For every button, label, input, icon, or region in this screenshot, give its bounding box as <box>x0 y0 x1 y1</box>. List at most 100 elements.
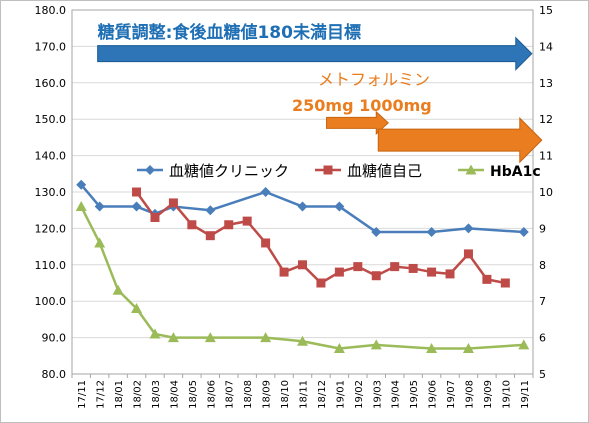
hba1c-point <box>112 284 124 295</box>
carb-control-arrow <box>97 36 533 71</box>
clinic-glucose-point <box>76 179 87 190</box>
y-right-tick-label: 15 <box>539 4 553 17</box>
self-glucose-point <box>224 220 234 230</box>
self-glucose-point <box>316 278 326 288</box>
y-left-tick-label: 130.0 <box>35 186 67 199</box>
hba1c-point <box>518 339 530 350</box>
self-glucose-point <box>132 187 142 197</box>
hba1c-point <box>131 302 143 313</box>
x-tick-label: 18/10 <box>280 380 291 409</box>
hba1c-point <box>333 343 345 354</box>
clinic-glucose-point <box>131 201 142 212</box>
y-right-tick-label: 9 <box>539 222 546 235</box>
legend-label-hba1c: HbA1c <box>490 164 541 180</box>
x-tick-label: 18/11 <box>299 380 310 409</box>
y-left-tick-label: 80.0 <box>42 368 67 381</box>
x-tick-label: 19/05 <box>409 380 420 409</box>
clinic-glucose-point <box>518 227 529 238</box>
x-tick-label: 19/01 <box>335 380 346 409</box>
carb-control-annotation: 糖質調整:食後血糖値180未満目標 <box>98 22 361 43</box>
self-glucose-point <box>427 267 437 277</box>
hba1c-point <box>426 343 438 354</box>
legend-marker-hba1c <box>465 164 477 175</box>
hba1c-point <box>462 343 474 354</box>
y-right-tick-label: 6 <box>539 332 546 345</box>
y-right-tick-label: 8 <box>539 259 546 272</box>
x-tick-label: 17/11 <box>77 380 88 409</box>
hba1c-point <box>297 335 308 346</box>
x-tick-label: 19/06 <box>428 380 439 409</box>
y-left-tick-label: 140.0 <box>35 150 67 163</box>
plot-area-frame <box>71 9 534 375</box>
x-tick-label: 19/08 <box>464 380 475 409</box>
clinic-glucose-point <box>463 223 474 234</box>
legend-marker-clinic-glucose <box>145 165 155 175</box>
x-tick-label: 18/04 <box>169 380 180 409</box>
y-left-tick-label: 100.0 <box>35 295 67 308</box>
x-tick-label: 19/11 <box>520 380 531 409</box>
y-left-tick-label: 150.0 <box>35 113 67 126</box>
self-glucose-point <box>482 274 492 284</box>
self-glucose-point <box>242 216 252 226</box>
hba1c-point <box>204 332 216 343</box>
x-tick-label: 19/04 <box>391 380 402 409</box>
x-tick-label: 18/06 <box>206 380 217 409</box>
y-right-tick-label: 10 <box>539 186 553 199</box>
self-glucose-point <box>298 260 307 270</box>
x-tick-label: 18/02 <box>133 380 144 409</box>
y-right-tick-label: 14 <box>539 40 553 53</box>
legend-label-self-glucose: 血糖値自己 <box>347 162 422 180</box>
self-glucose-point <box>500 278 510 288</box>
clinic-glucose-point <box>205 205 216 216</box>
hba1c-point <box>75 201 87 212</box>
self-glucose-point <box>187 220 197 230</box>
x-tick-label: 19/10 <box>501 380 512 409</box>
self-glucose-point <box>390 262 400 272</box>
self-glucose-point <box>279 267 289 277</box>
axes: 80.0 90.0 100.0 110.0 120.0 130.0 140.0 150.0 16… <box>35 4 554 409</box>
legend-marker-self-glucose <box>323 165 333 175</box>
x-tick-label: 18/03 <box>151 380 162 409</box>
y-left-tick-label: 110.0 <box>35 259 67 272</box>
x-tick-label: 18/12 <box>317 380 328 409</box>
x-tick-label: 18/07 <box>225 380 236 409</box>
y-right-tick-label: 7 <box>539 295 546 308</box>
clinic-glucose-point <box>297 201 308 212</box>
x-tick-label: 18/08 <box>243 380 254 409</box>
x-tick-label: 19/03 <box>372 380 383 409</box>
x-tick-label: 17/12 <box>96 380 107 409</box>
y-right-tick-label: 11 <box>539 150 553 163</box>
self-glucose-point <box>205 231 215 241</box>
self-glucose-point <box>168 198 178 208</box>
legend: 血糖値クリニック 血糖値自己 HbA1c <box>137 162 541 180</box>
clinic-glucose-point <box>371 227 382 238</box>
hba1c-point <box>94 237 106 248</box>
x-tick-label: 19/09 <box>483 380 494 409</box>
hba1c-point <box>167 332 179 343</box>
self-glucose-point <box>334 267 344 277</box>
metformin-dose-label: 250mg 1000mg <box>292 96 432 115</box>
x-tick-label: 18/01 <box>114 380 125 409</box>
y-right-tick-label: 5 <box>539 368 546 381</box>
legend-label-clinic-glucose: 血糖値クリニック <box>169 162 289 180</box>
hba1c-point <box>260 332 272 343</box>
x-tick-label: 18/09 <box>262 380 273 409</box>
y-left-tick-label: 180.0 <box>35 4 67 17</box>
self-glucose-point <box>463 249 473 259</box>
hba1c-point <box>149 328 161 339</box>
self-glucose-point <box>261 238 271 248</box>
self-glucose-point <box>150 212 160 222</box>
y-right-tick-label: 12 <box>539 113 553 126</box>
x-tick-label: 18/05 <box>188 380 199 409</box>
x-tick-label: 19/02 <box>354 380 365 409</box>
metformin-1000mg-arrow <box>377 116 543 164</box>
self-glucose-point <box>445 269 455 279</box>
metformin-label: メトフォルミン <box>318 70 430 89</box>
y-left-tick-label: 170.0 <box>35 40 67 53</box>
y-left-tick-label: 120.0 <box>35 222 67 235</box>
self-glucose-point <box>371 271 381 281</box>
clinic-glucose-point <box>94 201 105 212</box>
x-tick-label: 19/07 <box>446 380 457 409</box>
